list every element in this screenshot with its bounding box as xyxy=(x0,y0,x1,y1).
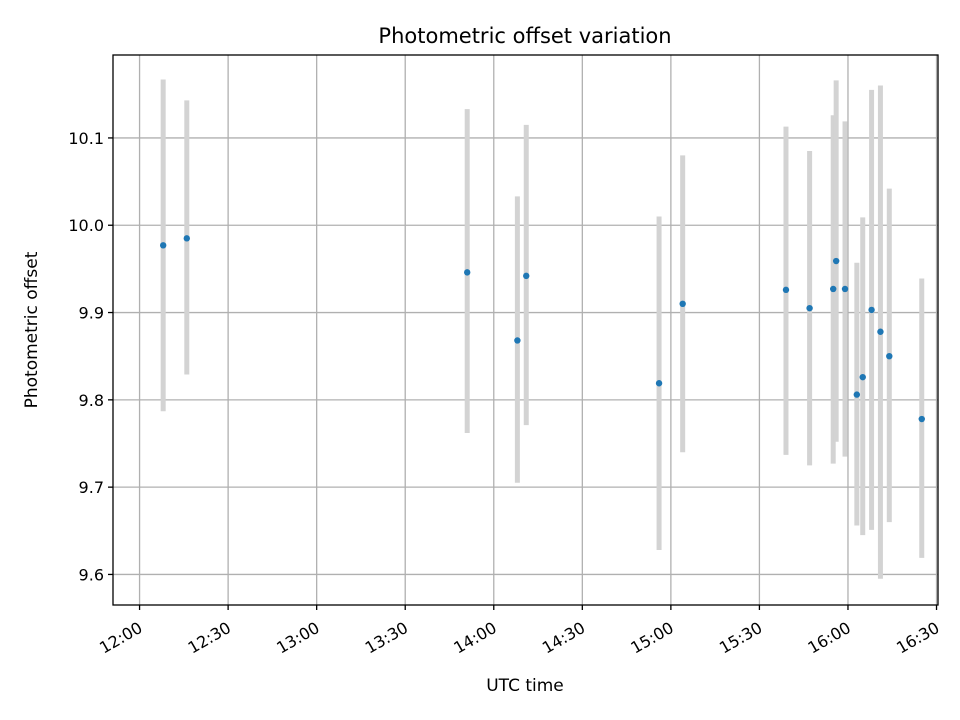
data-point xyxy=(832,257,840,265)
x-axis-label: UTC time xyxy=(486,676,564,696)
x-tick-label: 12:30 xyxy=(185,618,234,658)
x-tick-label: 13:30 xyxy=(362,618,411,658)
data-points xyxy=(159,235,925,423)
x-tick-label: 13:00 xyxy=(273,618,322,658)
y-tick-label: 9.8 xyxy=(79,391,104,410)
data-point xyxy=(464,269,471,276)
x-tick-label: 12:00 xyxy=(96,618,145,658)
data-point xyxy=(183,235,190,242)
y-tick-label: 9.9 xyxy=(79,304,104,323)
y-axis-label: Photometric offset xyxy=(22,251,42,408)
y-tick-label: 10.0 xyxy=(68,216,104,235)
error-bars xyxy=(160,79,925,579)
data-point xyxy=(806,304,813,312)
x-tick-label: 16:30 xyxy=(893,618,942,658)
y-tick-label: 10.1 xyxy=(68,129,104,148)
data-point xyxy=(514,337,521,344)
x-tick-label: 14:00 xyxy=(450,618,499,658)
x-tick-label: 15:00 xyxy=(627,618,676,658)
x-axis-ticks: 12:00 12:30 13:00 13:30 14:00 14:30 15:00 15:30… xyxy=(96,605,943,658)
plot-frame xyxy=(112,54,939,606)
data-point xyxy=(886,352,893,360)
chart-title: Photometric offset variation xyxy=(378,24,671,48)
data-point xyxy=(868,306,875,314)
y-tick-label: 9.7 xyxy=(79,478,104,497)
data-point xyxy=(877,328,884,335)
data-point xyxy=(679,300,686,308)
data-point xyxy=(159,242,167,249)
data-point xyxy=(859,373,866,381)
data-point xyxy=(655,380,663,387)
data-point xyxy=(918,415,925,423)
data-point xyxy=(841,285,849,293)
data-point xyxy=(523,272,530,280)
y-tick-label: 9.6 xyxy=(79,565,104,584)
x-tick-label: 15:30 xyxy=(716,618,765,658)
data-point xyxy=(782,286,790,294)
data-point xyxy=(853,391,861,398)
x-tick-label: 14:30 xyxy=(539,618,588,658)
y-axis-ticks: 9.6 9.7 9.8 9.9 10.0 10.1 xyxy=(68,129,113,584)
x-tick-label: 16:00 xyxy=(805,618,854,658)
data-point xyxy=(830,285,837,293)
